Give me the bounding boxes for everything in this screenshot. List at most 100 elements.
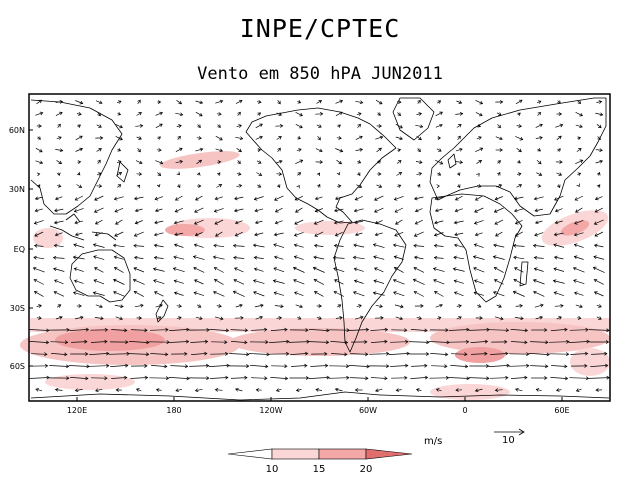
wind-vector-shaft: [375, 220, 383, 224]
wind-vector-shaft: [448, 377, 470, 379]
wind-vector-shaft: [469, 377, 489, 379]
wind-vector-head: [605, 340, 610, 344]
wind-vector-head: [504, 340, 508, 344]
wind-vector-shaft: [233, 245, 245, 247]
wind-vector-shaft: [191, 353, 207, 355]
wind-vector-head: [598, 316, 602, 320]
wind-vector-head: [519, 99, 523, 104]
wind-vector-head: [564, 364, 568, 369]
wind-vector-shaft: [335, 148, 343, 152]
shade-zone: [430, 384, 510, 400]
wind-vector-head: [305, 376, 310, 380]
wind-vector-head: [299, 304, 303, 309]
wind-vector-shaft: [514, 196, 524, 200]
wind-vector-head: [159, 303, 163, 308]
wind-vector-shaft: [229, 353, 249, 355]
wind-vector-head: [532, 243, 537, 248]
wind-vector-head: [165, 376, 170, 381]
wind-vector-head: [458, 124, 462, 128]
wind-vector-head: [552, 279, 557, 284]
wind-vector-shaft: [117, 184, 121, 188]
wind-vector-head: [94, 221, 99, 225]
wind-vector-head: [579, 124, 583, 129]
reference-arrow-head: [518, 428, 525, 436]
wind-vector-shaft: [157, 316, 161, 320]
wind-vector-head: [145, 352, 150, 357]
wind-vector-head: [53, 220, 58, 225]
wind-vector-head: [473, 243, 478, 247]
wind-vector-head: [265, 364, 269, 369]
wind-vector-head: [439, 111, 443, 115]
wind-vector-shaft: [435, 124, 443, 128]
wind-vector-shaft: [595, 160, 603, 164]
wind-vector-shaft: [515, 219, 523, 225]
wind-vector-head: [65, 364, 70, 369]
wind-vector-shaft: [93, 279, 105, 285]
wind-vector-shaft: [375, 99, 383, 105]
wind-vector-shaft: [75, 389, 83, 391]
wind-vector-shaft: [213, 291, 225, 297]
wind-vector-head: [532, 279, 537, 283]
wind-vector-head: [374, 232, 379, 237]
wind-vector-head: [579, 113, 583, 117]
wind-vector-shaft: [89, 365, 109, 367]
wind-vector-shaft: [155, 123, 163, 129]
wind-vector-shaft: [534, 232, 544, 236]
wind-vector-shaft: [35, 160, 43, 164]
wind-vector-shaft: [416, 316, 422, 320]
wind-vector-shaft: [94, 267, 104, 273]
wind-vector-head: [213, 243, 217, 248]
wind-vector-shaft: [274, 305, 284, 307]
wind-vector-shaft: [495, 196, 503, 200]
wind-vector-head: [115, 388, 119, 392]
wind-vector-head: [477, 184, 482, 188]
wind-vector-head: [358, 184, 363, 188]
wind-vector-head: [154, 291, 158, 295]
wind-vector-shaft: [235, 220, 243, 224]
wind-vector-shaft: [596, 124, 602, 128]
wind-vector-shaft: [96, 172, 102, 176]
wind-vector-shaft: [556, 316, 562, 320]
wind-vector-head: [505, 375, 509, 380]
wind-vector-head: [378, 172, 382, 176]
wind-vector-shaft: [89, 353, 109, 355]
wind-vector-head: [235, 387, 239, 392]
wind-vector-shaft: [353, 256, 365, 260]
wind-vector-shaft: [276, 388, 282, 392]
wind-vector-shaft: [154, 244, 164, 248]
wind-vector-shaft: [315, 389, 323, 391]
wind-vector-shaft: [513, 256, 525, 260]
wind-vector-shaft: [55, 112, 63, 116]
colorbar-label: 10: [266, 464, 279, 475]
wind-vector-head: [237, 111, 241, 116]
wind-vector-shaft: [590, 365, 608, 367]
wind-vector-head: [39, 160, 44, 165]
wind-vector-head: [374, 220, 379, 225]
wind-vector-head: [339, 111, 343, 116]
wind-vector-shaft: [395, 316, 403, 320]
wind-vector-shaft: [274, 195, 284, 201]
wind-vector-head: [279, 159, 283, 164]
wind-vector-shaft: [331, 353, 347, 355]
wind-vector-head: [238, 99, 243, 104]
wind-vector-head: [178, 100, 183, 105]
wind-vector-head: [36, 172, 41, 177]
wind-vector-shaft: [234, 267, 244, 273]
wind-vector-shaft: [451, 353, 467, 355]
wind-vector-shaft: [330, 341, 348, 343]
wind-vector-head: [379, 304, 383, 309]
shade-zone: [165, 224, 205, 236]
coastline-britain: [447, 153, 457, 169]
wind-vector-head: [313, 278, 318, 283]
wind-vector-head: [535, 388, 540, 392]
wind-vector-head: [125, 363, 129, 368]
wind-vector-head: [199, 112, 203, 117]
wind-vector-shaft: [474, 244, 484, 248]
wind-vector-shaft: [554, 232, 564, 236]
wind-vector-shaft: [493, 256, 505, 260]
wind-vector-head: [74, 232, 79, 237]
wind-vector-head: [455, 388, 459, 392]
wind-vector-shaft: [375, 232, 383, 236]
wind-vector-shaft: [250, 365, 268, 367]
colorbar-label: 20: [360, 464, 373, 475]
